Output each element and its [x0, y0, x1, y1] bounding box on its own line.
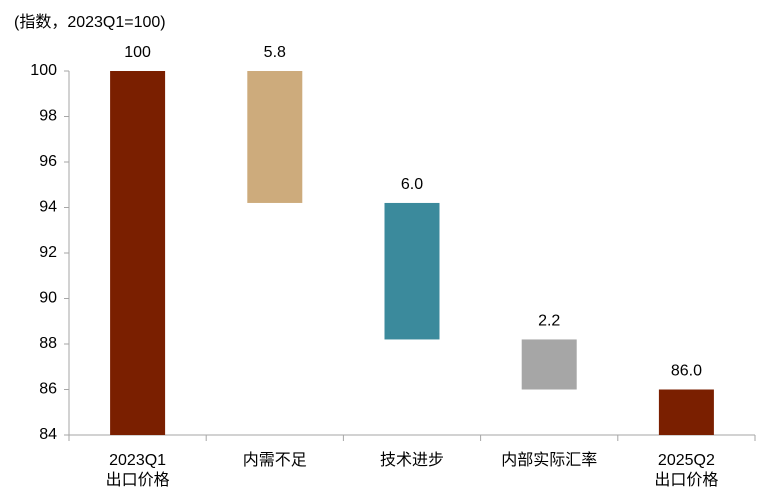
x-tick-label: 2023Q1 — [109, 452, 166, 469]
bar — [247, 71, 303, 203]
x-tick-label: 技术进步 — [380, 451, 444, 469]
value-label: 86.0 — [671, 363, 702, 380]
x-tick-label: 内需不足 — [243, 451, 307, 469]
bar — [521, 339, 577, 390]
x-tick-label: 2025Q2 — [658, 452, 715, 469]
y-tick-label: 96 — [39, 153, 57, 170]
value-label: 100 — [124, 44, 151, 61]
x-tick-label: 出口价格 — [106, 471, 170, 489]
value-label: 6.0 — [401, 176, 423, 193]
y-tick-label: 84 — [39, 426, 57, 443]
y-tick-label: 92 — [39, 244, 57, 261]
bar — [384, 202, 440, 340]
bar — [658, 389, 714, 435]
y-tick-label: 94 — [39, 199, 57, 216]
y-tick-label: 88 — [39, 335, 57, 352]
y-tick-label: 100 — [30, 62, 57, 79]
chart-subtitle: (指数，2023Q1=100) — [14, 13, 166, 31]
x-tick-label: 内部实际汇率 — [501, 451, 597, 469]
x-tick-label: 出口价格 — [654, 471, 718, 489]
y-tick-label: 90 — [39, 290, 57, 307]
y-tick-label: 98 — [39, 108, 57, 125]
value-label: 2.2 — [538, 313, 560, 330]
y-tick-label: 86 — [39, 381, 57, 398]
bar — [110, 71, 166, 435]
value-label: 5.8 — [264, 44, 286, 61]
